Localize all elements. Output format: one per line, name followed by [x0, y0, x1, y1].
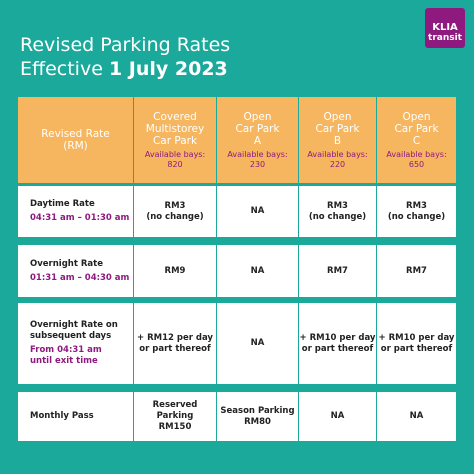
row-label-line: Overnight Rate — [30, 258, 103, 269]
column-name: C — [412, 134, 421, 147]
row-time: From 04:31 am — [30, 345, 102, 355]
rate-line: NA — [409, 411, 424, 421]
column-name: Open — [402, 110, 431, 123]
column-name: Car Park — [315, 122, 360, 135]
rate-line: NA — [330, 411, 345, 421]
rate-line: + RM12 per day — [137, 332, 213, 343]
rate-cell: Reserved Parking RM150 — [134, 392, 216, 441]
logo-line1: KLIA — [432, 22, 458, 33]
header-cell: Open Car Park C Available bays: 650 — [377, 97, 456, 183]
header-cell: Covered Multistorey Car Park Available bays… — [134, 97, 216, 183]
rate-cell: NA — [217, 303, 298, 384]
rate-cell: Season Parking RM80 — [217, 392, 298, 441]
column-name: Multistorey — [145, 122, 205, 135]
logo-line2: transit — [428, 33, 462, 43]
rate-line: RM80 — [244, 416, 271, 427]
logo: KLIA transit — [425, 8, 465, 48]
bays-label: Available bays: — [144, 149, 206, 159]
rate-line: RM150 — [158, 422, 192, 432]
bays-value: 820 — [167, 159, 183, 169]
rate-line: + RM10 per day — [378, 332, 455, 343]
rate-cell: RM9 — [134, 245, 216, 297]
rate-line: + RM10 per day — [299, 332, 376, 343]
bays-label: Available bays: — [307, 149, 368, 159]
rate-line: or part thereof — [380, 343, 453, 354]
rate-line: (no change) — [308, 211, 367, 222]
column-name: Car Park — [235, 122, 280, 135]
row-time: 04:31 am – 01:30 am — [30, 213, 130, 223]
subtitle: Effective 1 July 2023 — [20, 58, 228, 80]
rate-cell: RM3 (no change) — [377, 186, 456, 237]
rate-line: NA — [250, 265, 265, 276]
rate-line: RM3 — [327, 200, 348, 211]
rate-line: RM7 — [406, 265, 427, 276]
rate-line: (no change) — [146, 211, 204, 222]
rate-line: NA — [250, 338, 265, 348]
row-label: Overnight Rate 01:31 am – 04:30 am — [18, 245, 133, 297]
bays-value: 230 — [249, 159, 266, 169]
column-name: A — [253, 134, 262, 147]
column-name: B — [333, 134, 342, 147]
header-cell: Revised Rate (RM) — [18, 97, 133, 183]
column-name: Open — [323, 110, 352, 123]
row-time: until exit time — [30, 356, 98, 366]
rate-cell: RM7 — [299, 245, 376, 297]
subtitle-prefix: Effective — [20, 58, 103, 80]
bays-label: Available bays: — [386, 149, 447, 159]
rate-line: RM7 — [327, 265, 348, 276]
row-label: Monthly Pass — [18, 392, 133, 441]
bays-label: Available bays: — [227, 149, 288, 159]
rate-cell: RM7 — [377, 245, 456, 297]
rate-cell: + RM10 per day or part thereof — [299, 303, 376, 384]
column-name: Car Park — [152, 134, 198, 147]
row-label: Overnight Rate on subsequent days From 04:… — [18, 303, 133, 384]
rate-line: or part thereof — [139, 343, 211, 354]
rate-cell: NA — [377, 392, 456, 441]
header-cell: Open Car Park B Available bays: 220 — [299, 97, 376, 183]
bays-value: 220 — [329, 159, 346, 169]
rate-line: NA — [250, 206, 265, 216]
rate-line: RM3 — [406, 200, 427, 211]
row-label-line: Monthly Pass — [30, 411, 94, 421]
rate-cell: + RM10 per day or part thereof — [377, 303, 456, 384]
rate-line: RM3 — [164, 200, 186, 211]
row-label-line: Daytime Rate — [30, 199, 95, 209]
rate-cell: NA — [299, 392, 376, 441]
row-label: Daytime Rate 04:31 am – 01:30 am — [18, 186, 133, 237]
column-name: Covered — [153, 110, 197, 123]
rate-line: or part thereof — [301, 343, 374, 354]
rate-line: RM9 — [164, 265, 186, 276]
rate-cell: RM3 (no change) — [299, 186, 376, 237]
column-name: Car Park — [394, 122, 439, 135]
rate-line: (no change) — [387, 211, 446, 222]
row-label-line: Overnight Rate on — [30, 320, 118, 330]
row-label-line: subsequent days — [30, 331, 112, 341]
header-cell: Open Car Park A Available bays: 230 — [217, 97, 298, 183]
bays-value: 650 — [408, 159, 425, 169]
rate-line: Parking — [156, 411, 194, 421]
title: Revised Parking Rates — [20, 34, 231, 56]
rate-cell: NA — [217, 186, 298, 237]
column-name: Revised Rate — [41, 128, 110, 140]
rate-cell: + RM12 per day or part thereof — [134, 303, 216, 384]
rate-cell: RM3 (no change) — [134, 186, 216, 237]
subtitle-date: 1 July 2023 — [108, 58, 228, 80]
column-name: Open — [243, 110, 272, 123]
row-time: 01:31 am – 04:30 am — [30, 272, 130, 283]
rate-line: Season Parking — [220, 405, 295, 416]
rate-line: Reserved — [152, 400, 198, 410]
rate-cell: NA — [217, 245, 298, 297]
column-name: (RM) — [63, 140, 88, 152]
